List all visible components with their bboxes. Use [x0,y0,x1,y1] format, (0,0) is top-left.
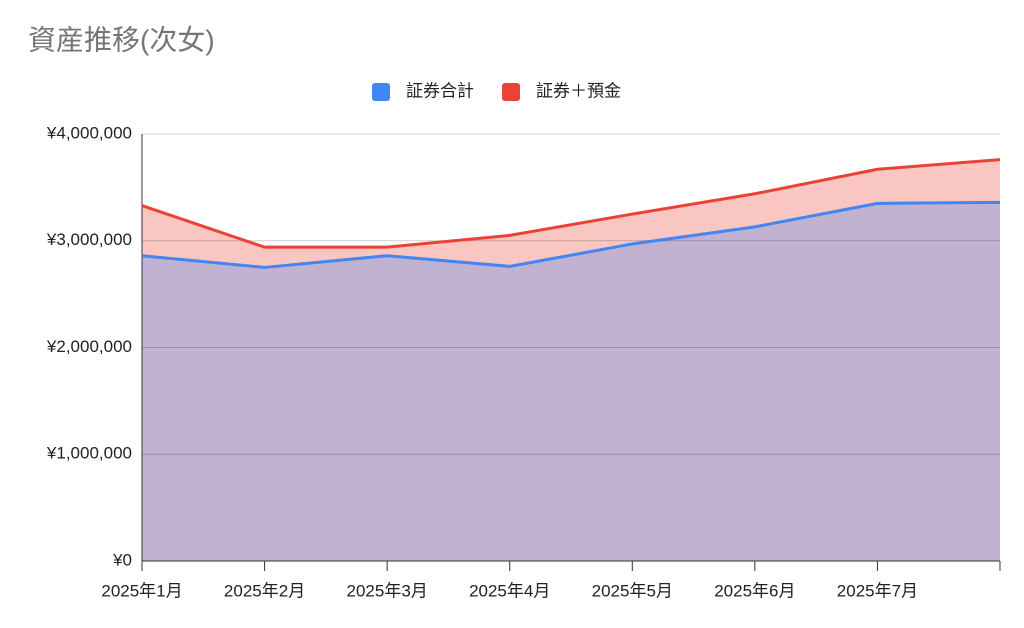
y-tick-label: ¥1,000,000 [46,444,132,463]
legend-label: 証券合計 [406,81,474,100]
legend-swatch [502,83,520,101]
x-tick-label: 2025年3月 [347,581,428,600]
x-tick-label: 2025年5月 [592,581,673,600]
line [141,158,1001,249]
y-tick-label: ¥3,000,000 [46,230,132,249]
chart-title: 資産推移(次女) [28,24,215,55]
legend-swatch [372,83,390,101]
y-tick-label: ¥4,000,000 [46,123,132,142]
y-tick-label: ¥0 [112,550,132,569]
x-tick-label: 2025年1月 [101,581,182,600]
x-tick-label: 2025年4月 [469,581,550,600]
area [142,202,1000,561]
y-tick-label: ¥2,000,000 [46,337,132,356]
legend-label: 証券＋預金 [536,81,621,100]
x-tick-label: 2025年7月 [837,581,918,600]
x-tick-label: 2025年2月 [224,581,305,600]
line [141,200,1001,269]
x-tick-label: 2025年6月 [714,581,795,600]
